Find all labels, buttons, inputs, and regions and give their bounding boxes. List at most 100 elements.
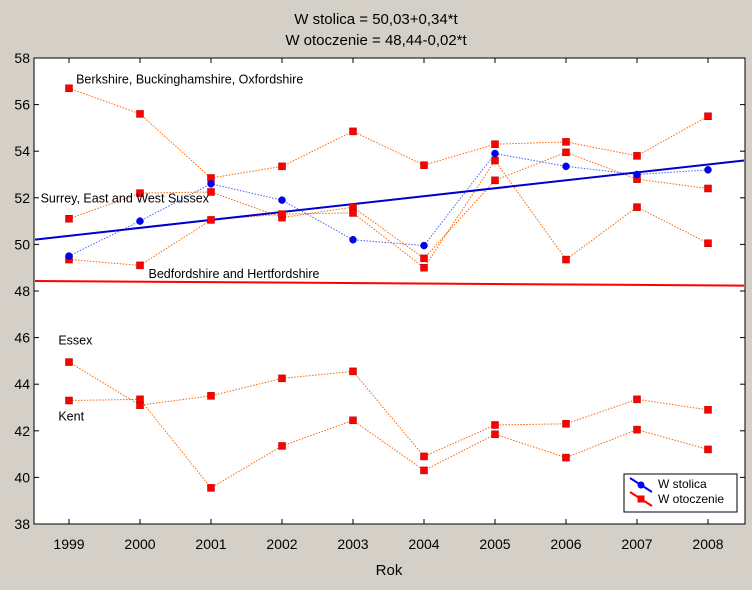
y-tick-label: 56	[14, 97, 30, 113]
point-otoczenie	[136, 189, 144, 197]
legend-label-w-stolica: W stolica	[658, 477, 707, 491]
point-otoczenie	[420, 254, 428, 263]
point-otoczenie	[633, 395, 641, 404]
point-stolica	[349, 235, 357, 244]
point-otoczenie	[278, 374, 286, 383]
point-otoczenie	[420, 452, 428, 461]
x-tick-label: 2007	[621, 536, 652, 552]
point-otoczenie	[65, 396, 73, 405]
point-otoczenie	[136, 110, 144, 118]
y-tick-label: 58	[14, 50, 30, 66]
point-otoczenie	[65, 84, 73, 93]
point-otoczenie	[633, 152, 641, 160]
x-tick-label: 2008	[692, 536, 723, 552]
point-otoczenie	[562, 255, 570, 264]
point-otoczenie	[207, 216, 215, 224]
legend: W stolica W otoczenie	[623, 473, 738, 513]
point-otoczenie	[349, 127, 357, 136]
series-line-otoczenie-1	[68, 151, 709, 260]
point-stolica	[491, 149, 499, 158]
point-otoczenie	[136, 395, 144, 404]
point-otoczenie	[207, 188, 215, 196]
point-otoczenie	[704, 239, 712, 247]
y-tick-label: 46	[14, 330, 30, 346]
annotation-label: Berkshire, Buckinghamshire, Oxfordshire	[76, 73, 303, 87]
y-tick-label: 42	[14, 423, 30, 439]
point-otoczenie	[278, 162, 286, 171]
point-otoczenie	[278, 442, 286, 450]
legend-box	[623, 473, 738, 513]
annotation-label: Essex	[58, 334, 93, 348]
point-stolica	[278, 196, 286, 204]
x-tick-label: 1999	[53, 536, 84, 552]
chart-title-line-1: W stolica = 50,03+0,34*t	[294, 11, 458, 28]
point-otoczenie	[562, 453, 570, 462]
legend-symbol-w-stolica	[629, 477, 653, 493]
regression-line-otoczenie	[34, 279, 745, 287]
point-otoczenie	[491, 430, 499, 439]
point-otoczenie	[65, 358, 73, 366]
point-otoczenie	[420, 263, 428, 272]
regression-lines	[34, 159, 745, 287]
point-stolica	[633, 170, 641, 179]
point-otoczenie	[278, 210, 286, 218]
point-otoczenie	[491, 176, 499, 185]
point-otoczenie	[420, 161, 428, 169]
point-otoczenie	[207, 484, 215, 492]
series-markers	[65, 84, 712, 492]
series-line-otoczenie-4	[68, 398, 709, 489]
point-stolica	[207, 180, 215, 188]
point-otoczenie	[420, 466, 428, 475]
point-otoczenie	[349, 209, 357, 217]
plot-area	[33, 57, 746, 525]
y-tick-label: 52	[14, 190, 30, 206]
annotation-label: Kent	[58, 409, 84, 423]
annotation-label: Surrey, East and West Sussex	[41, 191, 210, 205]
series-line-otoczenie-2	[68, 159, 709, 269]
chart-title-line-2: W otoczenie = 48,44-0,02*t	[285, 32, 467, 49]
y-tick-label: 38	[14, 516, 30, 532]
point-otoczenie	[704, 184, 712, 193]
series-lines	[68, 87, 709, 489]
point-stolica	[136, 217, 144, 225]
point-otoczenie	[349, 367, 357, 376]
x-tick-label: 2002	[266, 536, 297, 552]
x-tick-label: 2000	[124, 536, 155, 552]
point-otoczenie	[704, 406, 712, 414]
point-stolica	[420, 241, 428, 250]
legend-label-w-otoczenie: W otoczenie	[658, 492, 724, 506]
y-tick-label: 50	[14, 236, 30, 252]
y-tick-label: 54	[14, 143, 30, 159]
point-otoczenie	[491, 156, 499, 165]
point-otoczenie	[704, 112, 712, 120]
point-otoczenie	[633, 425, 641, 434]
x-axis-label: Rok	[376, 562, 403, 579]
x-tick-label: 2001	[195, 536, 226, 552]
point-otoczenie	[704, 445, 712, 454]
x-tick-label: 2006	[550, 536, 581, 552]
y-tick-label: 48	[14, 283, 30, 299]
point-otoczenie	[491, 421, 499, 429]
point-otoczenie	[562, 138, 570, 146]
point-otoczenie	[633, 203, 641, 211]
point-stolica	[65, 252, 73, 260]
y-tick-label: 40	[14, 469, 30, 485]
point-otoczenie	[136, 261, 144, 270]
point-otoczenie	[562, 148, 570, 157]
point-stolica	[562, 162, 570, 171]
y-tick-label: 44	[14, 376, 30, 392]
y-axis: 38 40 42 44 46 48 50 52 54 56 58	[14, 50, 745, 532]
annotation-label: Bedfordshire and Hertfordshire	[149, 267, 320, 281]
x-tick-label: 2004	[408, 536, 439, 552]
annotations: Berkshire, Buckinghamshire, Oxfordshire S…	[41, 73, 320, 424]
point-otoczenie	[562, 420, 570, 428]
point-otoczenie	[349, 416, 357, 425]
series-line-otoczenie-0	[68, 87, 709, 179]
x-tick-label: 2003	[337, 536, 368, 552]
point-stolica	[704, 166, 712, 174]
point-otoczenie	[207, 392, 215, 400]
x-axis: 1999 2000 2001 2002 2003 2004 2005 2006 2007 2008	[53, 58, 724, 552]
series-line-stolica-0	[68, 152, 709, 257]
